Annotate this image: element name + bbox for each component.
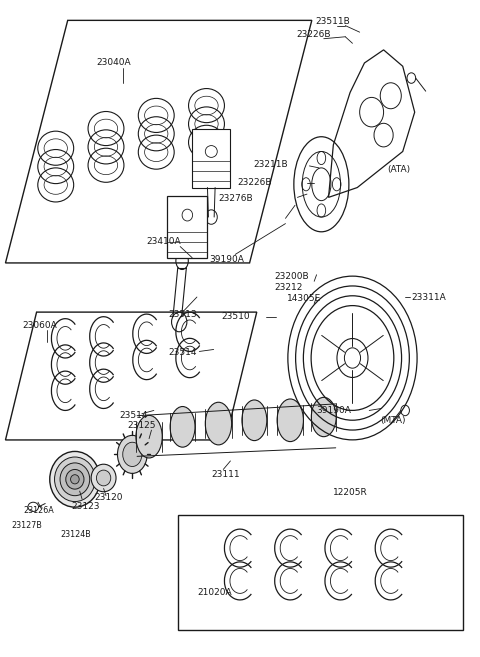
Text: 23226B: 23226B — [238, 179, 272, 187]
Ellipse shape — [170, 407, 195, 447]
Ellipse shape — [277, 399, 303, 442]
Text: 23212: 23212 — [275, 283, 303, 292]
Text: 23120: 23120 — [94, 493, 122, 502]
Text: 23511B: 23511B — [316, 17, 350, 26]
Ellipse shape — [50, 451, 100, 507]
FancyBboxPatch shape — [192, 129, 230, 187]
Text: 23514: 23514 — [168, 348, 197, 357]
Text: 23123: 23123 — [72, 503, 100, 511]
Text: 23513: 23513 — [168, 309, 197, 319]
Text: 23200B: 23200B — [275, 271, 309, 281]
Text: 23311A: 23311A — [411, 292, 446, 302]
Text: 21020A: 21020A — [197, 587, 231, 597]
Text: 14305E: 14305E — [287, 294, 321, 304]
Text: (ATA): (ATA) — [387, 166, 410, 174]
Ellipse shape — [96, 470, 111, 486]
Text: 23410A: 23410A — [147, 237, 181, 246]
Text: 23124B: 23124B — [60, 530, 91, 539]
Ellipse shape — [66, 470, 84, 489]
Ellipse shape — [123, 442, 142, 466]
Text: 23211B: 23211B — [253, 160, 288, 169]
Ellipse shape — [91, 464, 116, 491]
Ellipse shape — [205, 402, 232, 445]
Text: 23060A: 23060A — [22, 321, 57, 330]
Text: 23276B: 23276B — [218, 194, 253, 203]
Text: 39190A: 39190A — [209, 255, 244, 264]
Text: 23126A: 23126A — [24, 507, 54, 515]
Text: 39190A: 39190A — [317, 406, 351, 415]
Text: 23514: 23514 — [120, 411, 148, 420]
Text: (MTA): (MTA) — [380, 416, 405, 425]
Ellipse shape — [312, 397, 336, 437]
Ellipse shape — [242, 400, 267, 441]
Ellipse shape — [118, 436, 147, 474]
Text: 23127B: 23127B — [11, 521, 42, 530]
Text: 23111: 23111 — [211, 470, 240, 478]
Text: 12205R: 12205R — [333, 488, 368, 497]
Text: 23510: 23510 — [222, 312, 251, 321]
FancyBboxPatch shape — [167, 196, 207, 258]
Text: 23226B: 23226B — [297, 30, 331, 39]
Text: 23125: 23125 — [128, 421, 156, 430]
Ellipse shape — [60, 463, 90, 495]
Ellipse shape — [55, 457, 95, 501]
Ellipse shape — [136, 415, 162, 458]
Text: 23040A: 23040A — [96, 58, 131, 68]
Ellipse shape — [71, 475, 79, 484]
